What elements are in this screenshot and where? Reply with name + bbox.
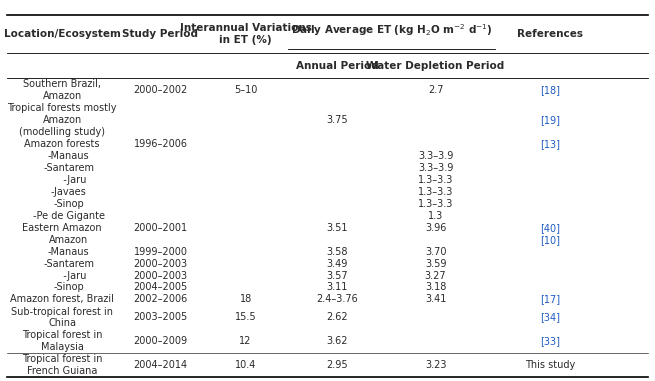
Text: 2004–2005: 2004–2005 [134,282,187,293]
Text: Southern Brazil,
Amazon: Southern Brazil, Amazon [23,79,102,101]
Text: Eastern Amazon: Eastern Amazon [22,223,102,233]
Text: 2003–2005: 2003–2005 [134,312,187,322]
Text: 1999–2000: 1999–2000 [134,247,187,256]
Text: 2000–2002: 2000–2002 [134,85,187,95]
Text: 2000–2009: 2000–2009 [134,336,187,346]
Text: 2.95: 2.95 [326,360,348,370]
Text: 3.57: 3.57 [326,271,348,280]
Text: Tropical forests mostly
Amazon
(modelling study): Tropical forests mostly Amazon (modellin… [7,103,117,136]
Text: 1.3–3.3: 1.3–3.3 [418,187,453,197]
Text: 2.4–3.76: 2.4–3.76 [316,295,358,304]
Text: Amazon forest, Brazil: Amazon forest, Brazil [10,295,114,304]
Text: 3.96: 3.96 [425,223,446,233]
Text: 15.5: 15.5 [234,312,257,322]
Text: 3.3–3.9: 3.3–3.9 [418,163,453,173]
Text: References: References [517,29,583,39]
Text: -Santarem: -Santarem [43,163,94,173]
Text: Annual Period: Annual Period [296,61,379,71]
Text: -Jaru: -Jaru [58,175,86,185]
Text: -Pe de Gigante: -Pe de Gigante [33,211,105,221]
Text: 5–10: 5–10 [234,85,257,95]
Text: 3.75: 3.75 [326,115,348,125]
Text: 3.59: 3.59 [425,259,446,269]
Text: -Manaus: -Manaus [48,151,90,161]
Text: 3.23: 3.23 [425,360,446,370]
Text: Daily Average ET (kg H$_2$O m$^{-2}$ d$^{-1}$): Daily Average ET (kg H$_2$O m$^{-2}$ d$^… [291,22,492,38]
Text: 3.58: 3.58 [327,247,348,256]
Text: Amazon: Amazon [49,235,88,245]
Text: Sub-tropical forest in
China: Sub-tropical forest in China [11,307,113,328]
Text: 3.41: 3.41 [425,295,446,304]
Text: Location/Ecosystem: Location/Ecosystem [4,29,121,39]
Text: Water Depletion Period: Water Depletion Period [366,61,505,71]
Text: 3.51: 3.51 [327,223,348,233]
Text: [17]: [17] [540,295,560,304]
Text: -Jaru: -Jaru [58,271,86,280]
Text: This study: This study [525,360,575,370]
Text: [19]: [19] [540,115,560,125]
Text: 3.3–3.9: 3.3–3.9 [418,151,453,161]
Text: 2000–2001: 2000–2001 [134,223,187,233]
Text: Tropical forest in
French Guiana: Tropical forest in French Guiana [22,354,102,376]
Text: 3.27: 3.27 [424,271,447,280]
Text: [34]: [34] [540,312,560,322]
Text: 2000–2003: 2000–2003 [134,259,187,269]
Text: 2004–2014: 2004–2014 [134,360,187,370]
Text: 2.62: 2.62 [326,312,348,322]
Text: [13]: [13] [540,139,560,149]
Text: 12: 12 [240,336,252,346]
Text: 1.3–3.3: 1.3–3.3 [418,199,453,209]
Text: -Manaus: -Manaus [48,247,90,256]
Text: 2.7: 2.7 [428,85,443,95]
Text: 3.18: 3.18 [425,282,446,293]
Text: [10]: [10] [540,235,560,245]
Text: 2002–2006: 2002–2006 [134,295,187,304]
Text: 10.4: 10.4 [235,360,256,370]
Text: [40]: [40] [540,223,560,233]
Text: 1.3–3.3: 1.3–3.3 [418,175,453,185]
Text: Study Period: Study Period [122,29,198,39]
Text: -Javaes: -Javaes [51,187,86,197]
Text: [33]: [33] [540,336,560,346]
Text: 2000–2003: 2000–2003 [134,271,187,280]
Text: -Sinop: -Sinop [54,199,84,209]
Text: 1996–2006: 1996–2006 [134,139,187,149]
Text: 1.3: 1.3 [428,211,443,221]
Text: 3.49: 3.49 [327,259,348,269]
Text: [18]: [18] [540,85,560,95]
Text: 3.70: 3.70 [425,247,446,256]
Text: Amazon forests: Amazon forests [24,139,100,149]
Text: 3.62: 3.62 [327,336,348,346]
Text: Tropical forest in
Malaysia: Tropical forest in Malaysia [22,330,102,352]
Text: Interannual Variations
in ET (%): Interannual Variations in ET (%) [179,24,312,45]
Text: -Sinop: -Sinop [54,282,84,293]
Text: 3.11: 3.11 [327,282,348,293]
Text: 18: 18 [240,295,252,304]
Text: -Santarem: -Santarem [43,259,94,269]
